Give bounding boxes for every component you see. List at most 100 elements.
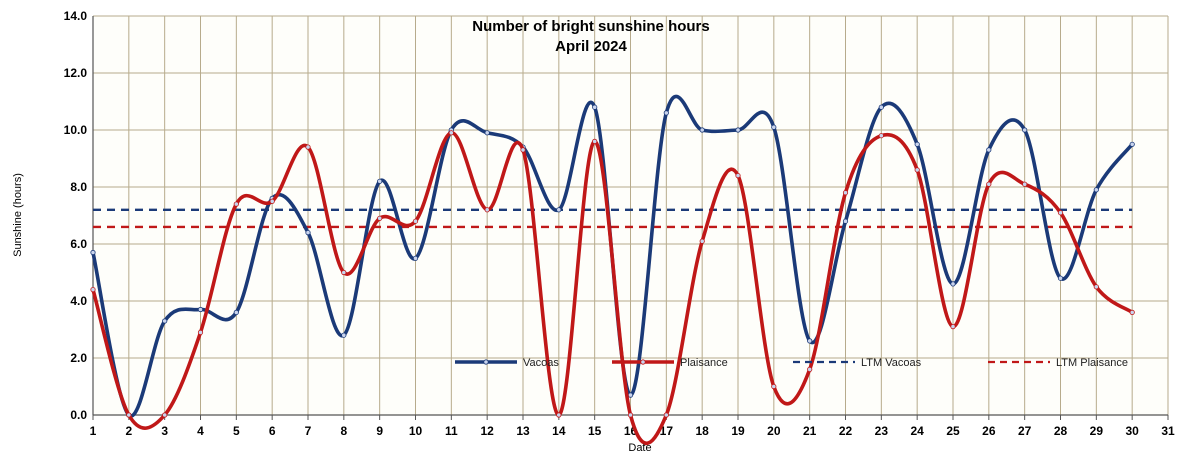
legend-marker-vacoas (483, 359, 489, 365)
data-point-plaisance (556, 412, 562, 418)
x-tick-label: 20 (767, 424, 781, 438)
y-tick-label: 6.0 (70, 237, 87, 251)
data-point-vacoas (842, 218, 849, 224)
x-tick-label: 24 (910, 424, 924, 438)
data-point-vacoas (914, 141, 920, 147)
chart-subtitle: April 2024 (555, 38, 627, 55)
x-tick-label: 15 (588, 424, 602, 438)
axes: 0.02.04.06.08.010.012.014.01 2 3 4 5 6 7 8 9 10 11… (64, 9, 1175, 438)
data-point-plaisance (699, 238, 705, 244)
data-point-vacoas (377, 178, 383, 184)
x-tick-label: 21 (803, 424, 817, 438)
series-line-plaisance (91, 131, 1134, 445)
y-tick-label: 12.0 (64, 66, 88, 80)
data-point-vacoas (1022, 127, 1028, 133)
data-point-plaisance (90, 286, 96, 293)
y-tick-label: 2.0 (70, 351, 87, 365)
legend-marker-plaisance (640, 359, 646, 365)
data-point-vacoas (807, 338, 813, 344)
data-point-plaisance (663, 412, 669, 418)
data-point-vacoas (412, 255, 419, 261)
x-axis-label: Date (628, 442, 651, 454)
data-point-plaisance (842, 190, 849, 196)
data-point-plaisance (197, 329, 204, 335)
legend-label-ltm-plaisance: LTM Plaisance (1056, 357, 1128, 369)
y-tick-label: 8.0 (70, 180, 87, 194)
x-tick-label: 30 (1125, 424, 1139, 438)
data-point-vacoas (986, 147, 992, 153)
legend-label-ltm-vacoas: LTM Vacoas (861, 357, 922, 369)
x-tick-label: 7 (305, 424, 312, 438)
data-point-plaisance (627, 412, 634, 418)
x-tick-label: 26 (982, 424, 996, 438)
y-tick-label: 0.0 (70, 408, 87, 422)
data-point-vacoas (771, 124, 777, 130)
x-tick-label: 31 (1161, 424, 1175, 438)
data-point-plaisance (735, 173, 741, 179)
y-tick-label: 4.0 (70, 294, 87, 308)
y-tick-label: 14.0 (64, 9, 88, 23)
y-axis-label: Sunshine (hours) (12, 173, 24, 257)
data-point-vacoas (90, 249, 96, 256)
data-point-vacoas (1057, 275, 1064, 281)
data-point-vacoas (592, 104, 598, 110)
legend-label-vacoas: Vacoas (523, 357, 559, 369)
x-tick-label: 4 (197, 424, 204, 438)
x-tick-label: 27 (1018, 424, 1032, 438)
data-point-plaisance (1093, 284, 1099, 290)
x-tick-label: 11 (445, 424, 458, 438)
data-point-plaisance (305, 144, 311, 150)
data-point-vacoas (233, 309, 239, 315)
x-tick-label: 8 (340, 424, 347, 438)
legend-label-plaisance: Plaisance (680, 357, 728, 369)
data-point-vacoas (950, 281, 956, 287)
chart-title: Number of bright sunshine hours (472, 18, 710, 35)
data-point-plaisance (1022, 181, 1028, 187)
grid (92, 15, 1169, 416)
x-tick-label: 1 (90, 424, 97, 438)
data-point-plaisance (986, 181, 992, 187)
x-tick-label: 6 (269, 424, 276, 438)
data-point-plaisance (807, 366, 813, 372)
x-tick-label: 25 (946, 424, 960, 438)
data-point-plaisance (1129, 309, 1135, 315)
x-tick-label: 9 (376, 424, 383, 438)
x-tick-label: 23 (875, 424, 889, 438)
x-tick-label: 18 (695, 424, 709, 438)
x-tick-label: 14 (552, 424, 566, 438)
x-tick-label: 17 (660, 424, 674, 438)
data-point-vacoas (484, 130, 490, 136)
x-tick-label: 29 (1090, 424, 1104, 438)
data-point-vacoas (1093, 187, 1099, 193)
data-point-vacoas (162, 318, 168, 324)
data-point-plaisance (878, 133, 884, 139)
x-tick-label: 19 (731, 424, 745, 438)
data-point-plaisance (341, 269, 347, 276)
data-point-vacoas (878, 104, 884, 110)
data-point-vacoas (699, 127, 705, 133)
data-point-plaisance (126, 412, 132, 418)
data-point-vacoas (1129, 141, 1135, 147)
data-point-plaisance (233, 201, 239, 207)
data-point-plaisance (269, 198, 275, 204)
data-point-vacoas (305, 230, 311, 236)
x-tick-label: 10 (409, 424, 423, 438)
data-point-plaisance (520, 147, 526, 153)
data-point-plaisance (950, 323, 956, 330)
legend: Vacoas Plaisance LTM Vacoas LTM Plaisance (455, 357, 1128, 369)
x-tick-label: 5 (233, 424, 240, 438)
data-point-plaisance (162, 412, 168, 418)
data-point-plaisance (448, 130, 454, 136)
data-point-plaisance (771, 383, 777, 390)
series (90, 94, 1135, 445)
data-point-vacoas (341, 332, 347, 338)
data-point-plaisance (592, 138, 598, 144)
x-tick-label: 28 (1054, 424, 1068, 438)
x-tick-label: 2 (125, 424, 132, 438)
data-point-plaisance (377, 215, 383, 221)
x-tick-label: 13 (516, 424, 530, 438)
x-tick-label: 22 (839, 424, 853, 438)
data-point-vacoas (197, 306, 204, 313)
data-point-vacoas (735, 127, 741, 133)
